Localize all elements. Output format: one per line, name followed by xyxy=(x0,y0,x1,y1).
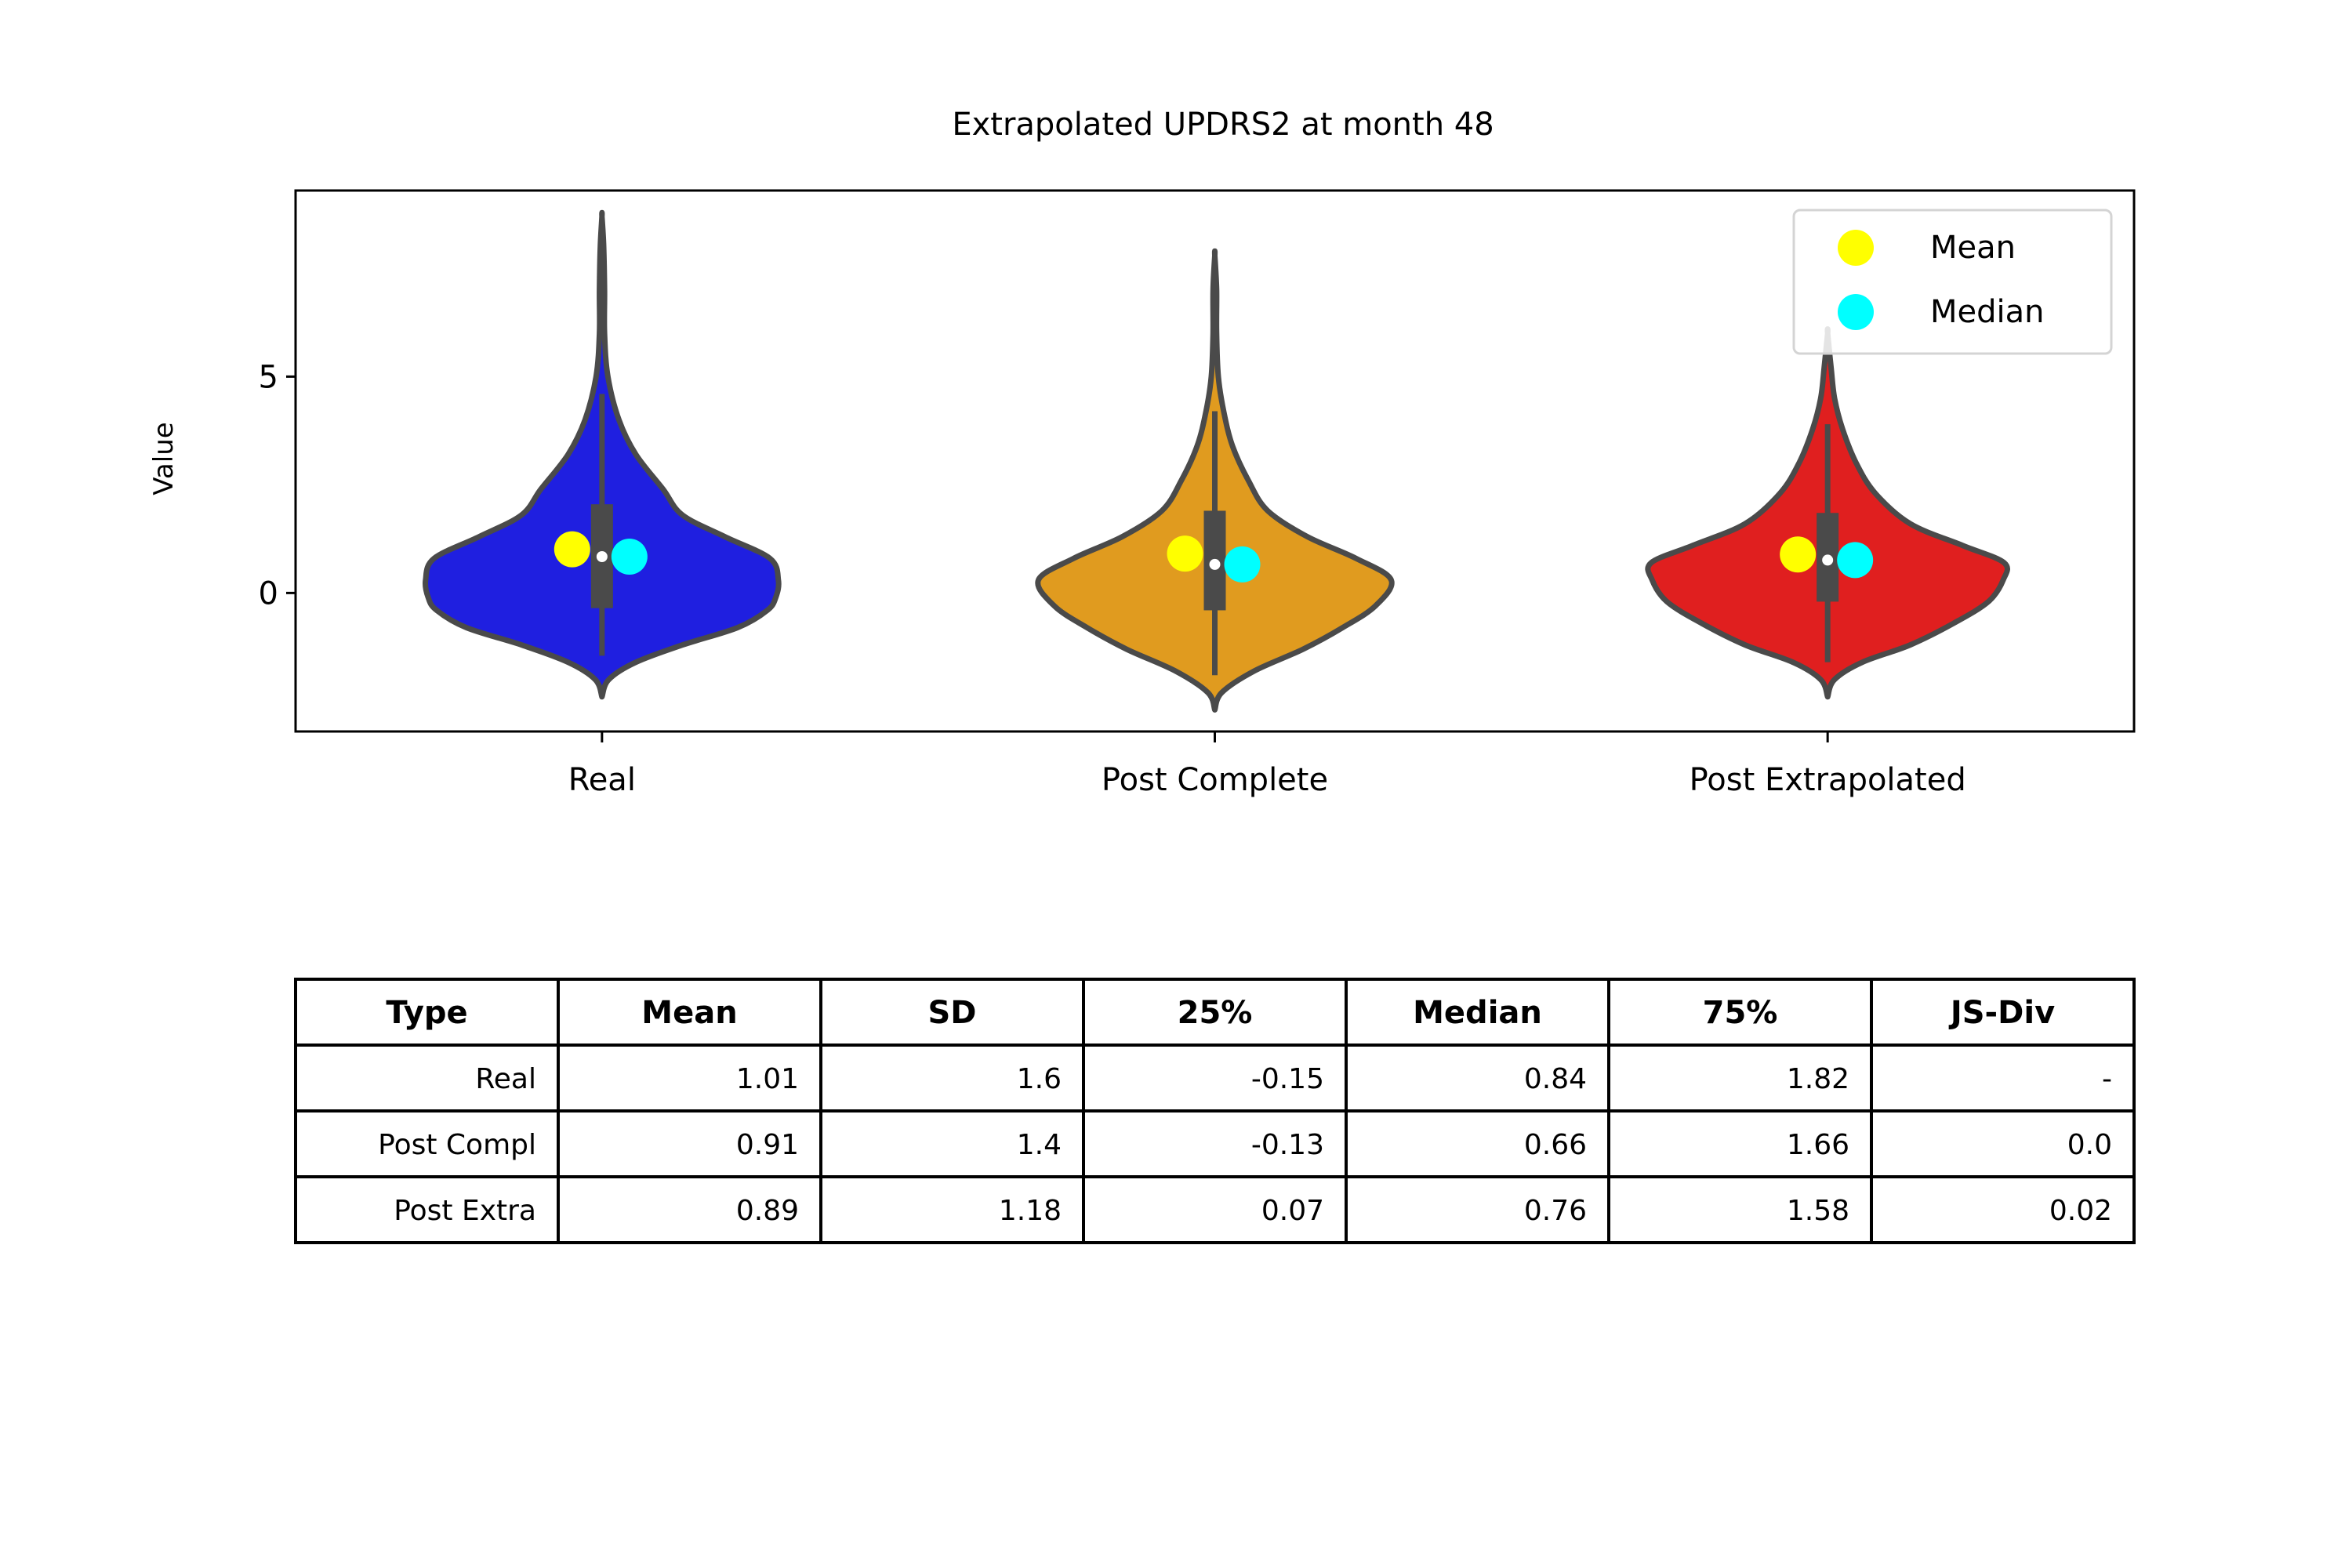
table-cell xyxy=(557,1175,822,1244)
mean-marker xyxy=(1780,536,1817,573)
x-tick-label: Post Extrapolated xyxy=(1690,762,1966,798)
table-body-cell: 1.4 xyxy=(1017,1129,1062,1161)
table-body-cell: 1.6 xyxy=(1017,1063,1062,1095)
table-cell xyxy=(1082,1175,1348,1244)
table-body-cell: 0.66 xyxy=(1524,1129,1587,1161)
table-cell xyxy=(1870,1175,2136,1244)
table-body-cell: - xyxy=(2102,1063,2112,1095)
table-body-cell: 0.02 xyxy=(2049,1195,2112,1227)
y-tick-label: 0 xyxy=(259,575,278,612)
table-cell xyxy=(1870,1044,2136,1112)
table-body-cell: -0.13 xyxy=(1251,1129,1324,1161)
median-marker xyxy=(611,538,648,575)
table-body-cell: 0.89 xyxy=(736,1195,799,1227)
median-marker xyxy=(1224,546,1261,583)
table-body-cell: Post Compl xyxy=(378,1129,536,1161)
table-header-cell: 75% xyxy=(1703,995,1778,1031)
table-header-cell: JS-Div xyxy=(1948,995,2055,1031)
table-body-cell: 1.58 xyxy=(1787,1195,1849,1227)
table-body-cell: 0.76 xyxy=(1524,1195,1587,1227)
table-header-cell: Mean xyxy=(641,995,737,1031)
center-dot xyxy=(1209,558,1221,570)
legend-swatch xyxy=(1838,230,1874,266)
table-body-cell: 1.82 xyxy=(1787,1063,1849,1095)
table-body-cell: 1.66 xyxy=(1787,1129,1849,1161)
table-cell xyxy=(1082,1044,1348,1112)
x-tick-label: Real xyxy=(568,762,636,798)
table-header-cell: Type xyxy=(386,995,467,1031)
legend-label: Median xyxy=(1930,294,2045,330)
table-cell xyxy=(1607,1109,1873,1178)
table-body-cell: 0.0 xyxy=(2067,1129,2112,1161)
table-cell xyxy=(1607,1044,1873,1112)
table-cell xyxy=(1345,978,1610,1047)
center-dot xyxy=(1822,554,1834,566)
table-body-cell: 0.84 xyxy=(1524,1063,1587,1095)
table-cell xyxy=(1082,1109,1348,1178)
table-body-cell: Real xyxy=(475,1063,536,1095)
legend: Mean Median xyxy=(1792,209,2113,355)
legend-label: Mean xyxy=(1930,230,2016,266)
table-body-cell: 0.07 xyxy=(1261,1195,1324,1227)
mean-marker xyxy=(554,531,590,568)
table-cell xyxy=(1870,1109,2136,1178)
chart-title: Extrapolated UPDRS2 at month 48 xyxy=(952,107,1494,143)
table-cell xyxy=(557,1109,822,1178)
stats-table: Type Mean SD 25% Median 75% JS-Div Real 1.01 1.6 -… xyxy=(294,978,2136,1244)
table-body-cell: 1.18 xyxy=(999,1195,1062,1227)
center-dot xyxy=(596,550,608,562)
x-tick-label: Post Complete xyxy=(1102,762,1328,798)
table-cell xyxy=(819,1175,1085,1244)
mean-marker xyxy=(1167,535,1203,572)
table-body-cell: Post Extra xyxy=(394,1195,536,1227)
table-cell xyxy=(557,978,822,1047)
y-tick-label: 5 xyxy=(259,359,278,395)
table-cell xyxy=(819,1109,1085,1178)
y-axis-label: Value xyxy=(148,422,180,495)
table-cell xyxy=(1607,978,1873,1047)
legend-swatch xyxy=(1838,294,1874,330)
table-body-cell: 0.91 xyxy=(736,1129,799,1161)
table-cell xyxy=(294,978,560,1047)
plot-area: 0 5 Real Post Complete Post Extrapolated xyxy=(259,189,2136,798)
table-header-cell: 25% xyxy=(1178,995,1253,1031)
table-cell xyxy=(294,1175,560,1244)
table-header-cell: Median xyxy=(1413,995,1542,1031)
table-header-cell: SD xyxy=(927,995,976,1031)
table-cell xyxy=(294,1109,560,1178)
table-cell xyxy=(1345,1175,1610,1244)
table-body-cell: 1.01 xyxy=(736,1063,799,1095)
table-body-cell: -0.15 xyxy=(1251,1063,1324,1095)
median-marker xyxy=(1837,542,1874,579)
